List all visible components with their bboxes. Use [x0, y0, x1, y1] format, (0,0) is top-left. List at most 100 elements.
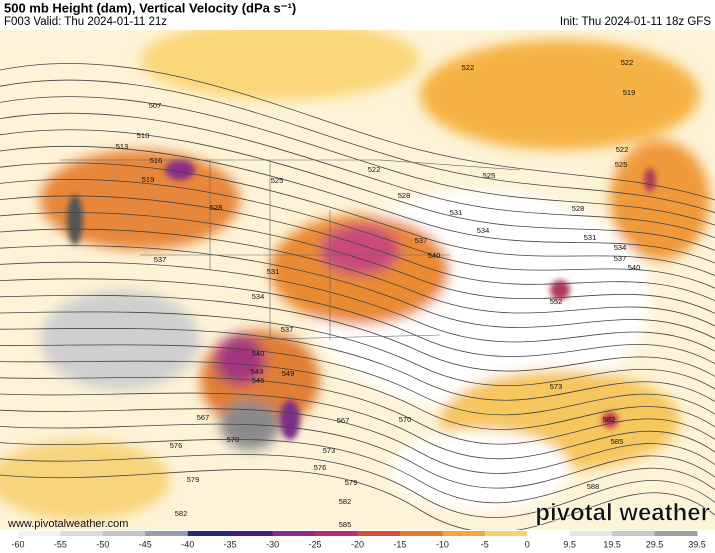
contour-line	[0, 162, 715, 276]
colorbar-swatch	[612, 531, 656, 536]
contour-line	[0, 129, 715, 251]
website: www.pivotalweather.com	[7, 518, 128, 530]
contour-label: 525	[271, 176, 284, 185]
colorbar-tick-label: -50	[96, 539, 109, 549]
contour-label: 534	[252, 292, 265, 301]
contour-label: 579	[345, 478, 358, 487]
contour-label: 516	[150, 156, 163, 165]
contour-label: 531	[450, 208, 463, 217]
contour-label: 522	[621, 58, 634, 67]
contour-label: 552	[550, 297, 563, 306]
contour-label: 540	[252, 349, 265, 358]
contour-line	[0, 79, 715, 213]
contour-line	[0, 245, 715, 339]
contour-label: 528	[398, 191, 411, 200]
contour-label: 537	[415, 236, 428, 245]
contour-line	[0, 423, 715, 489]
contour-line	[0, 96, 715, 226]
colorbar-tick-label: -55	[54, 539, 67, 549]
contour-label: 528	[572, 204, 585, 213]
colorbar-swatch	[484, 531, 528, 536]
contour-label: 567	[337, 416, 350, 425]
colorbar-swatch	[357, 531, 401, 536]
colorbar-tick-label: -40	[181, 539, 194, 549]
colorbar-tick-label: 9.5	[563, 539, 576, 549]
colorbar-swatch	[315, 531, 358, 536]
contour-label: 549	[282, 369, 295, 378]
contour-line	[0, 63, 715, 201]
contour-label: 546	[252, 376, 265, 385]
colorbar-tick-label: -25	[309, 539, 322, 549]
contour-label: 534	[477, 226, 490, 235]
field-detail	[67, 160, 656, 440]
colorbar-tick-label: -20	[351, 539, 364, 549]
contour-label: 519	[142, 175, 155, 184]
contour-line	[0, 278, 715, 365]
colorbar-swatch	[399, 531, 443, 536]
colorbar-tick-label: -60	[11, 539, 24, 549]
colorbar-swatch	[60, 531, 104, 536]
valid-time: F003 Valid: Thu 2024-01-11 21z	[4, 16, 167, 28]
contour-label: 537	[154, 255, 167, 264]
contour-label: 534	[614, 243, 627, 252]
colorbar-swatch	[272, 531, 316, 536]
contour-line	[0, 392, 715, 460]
colorbar: -60 -55 -50 -45 -40 -35 -30 -25 -20 -15 -10 -5 0 9.5 1…	[11, 531, 706, 549]
contour-label: 522	[462, 63, 475, 72]
colorbar-tick-label: -30	[266, 539, 279, 549]
contour-line	[0, 261, 715, 352]
contour-label: 576	[314, 463, 327, 472]
contour-line	[0, 328, 715, 402]
colorbar-swatch	[654, 531, 698, 536]
colorbar-swatch	[442, 531, 486, 536]
colorbar-tick-label: -15	[393, 539, 406, 549]
contour-label: 510	[137, 131, 150, 140]
contour-label: 582	[175, 509, 188, 518]
contour-line	[0, 195, 715, 302]
colorbar-swatch	[102, 531, 146, 536]
contour-label: 537	[614, 254, 627, 263]
contour-label: 573	[550, 382, 563, 391]
contour-line	[0, 179, 715, 289]
contour-labels: 522 522 519 507 510 513 516 519 525 522 525 522 525 5…	[116, 58, 641, 529]
contour-label: 519	[623, 88, 636, 97]
contour-line	[0, 360, 715, 430]
contour-label: 528	[210, 203, 223, 212]
contour-label: 588	[587, 482, 600, 491]
borders	[60, 159, 521, 341]
colorbar-tick-label: 29.5	[646, 539, 664, 549]
contour-label: 507	[149, 101, 162, 110]
colorbar-tick-label: -45	[139, 539, 152, 549]
init-time: Init: Thu 2024-01-11 18z GFS	[560, 16, 711, 28]
colorbar-swatch	[527, 531, 571, 536]
contour-line	[0, 344, 715, 416]
contour-label: 525	[615, 160, 628, 169]
contour-label: 537	[281, 325, 294, 334]
contour-label: 585	[611, 437, 624, 446]
contour-label: 576	[170, 441, 183, 450]
contour-line	[0, 408, 715, 474]
contour-label: 567	[197, 413, 210, 422]
contour-label: 573	[323, 446, 336, 455]
field-shading	[0, 30, 710, 520]
height-contours	[0, 63, 715, 530]
contour-label: 579	[187, 475, 200, 484]
contour-line	[0, 311, 715, 390]
contour-line	[0, 145, 715, 264]
contour-line	[0, 294, 715, 377]
colorbar-tick-label: -35	[224, 539, 237, 549]
contour-label: 525	[483, 171, 496, 180]
contour-label: 522	[616, 145, 629, 154]
contour-label: 543	[251, 367, 264, 376]
contour-label: 582	[339, 497, 352, 506]
contour-label: 531	[584, 233, 597, 242]
logo: pivotal weather	[535, 499, 710, 526]
contour-label: 522	[368, 165, 381, 174]
colorbar-tick-label: 19.5	[603, 539, 621, 549]
contour-line	[0, 469, 715, 530]
contour-label: 585	[339, 520, 352, 529]
title: 500 mb Height (dam), Vertical Velocity (…	[4, 0, 296, 15]
contour-line	[0, 454, 715, 518]
colorbar-swatch	[230, 531, 274, 536]
